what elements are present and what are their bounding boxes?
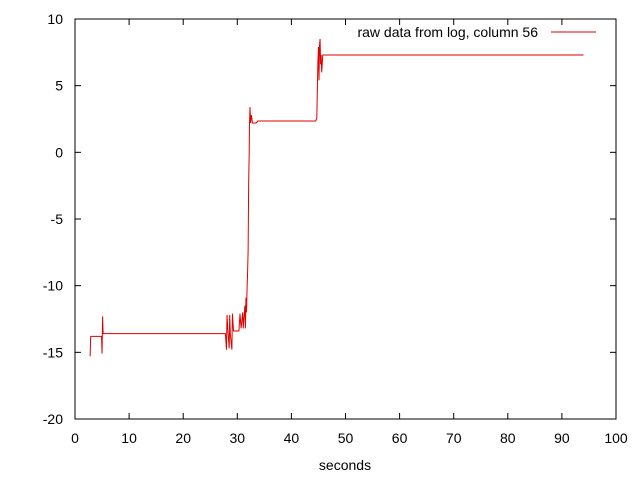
legend-label: raw data from log, column 56 <box>357 24 538 40</box>
x-tick-label: 50 <box>338 430 354 446</box>
plot-frame <box>74 18 617 420</box>
axis-tick-labels: 0 10 20 30 40 50 60 70 80 90 100 -20 -15 -10 -5 0 5 10 <box>43 11 628 446</box>
x-tick-label: 40 <box>284 430 300 446</box>
x-tick-label: 80 <box>500 430 516 446</box>
x-tick-label: 100 <box>604 430 628 446</box>
series-line <box>89 38 584 357</box>
x-tick-label: 30 <box>230 430 246 446</box>
y-tick-label: -15 <box>43 344 63 360</box>
x-tick-label: 90 <box>554 430 570 446</box>
y-tick-label: -5 <box>51 211 64 227</box>
y-tick-label: 0 <box>55 144 63 160</box>
x-axis-label: seconds <box>319 457 371 473</box>
x-tick-label: 70 <box>446 430 462 446</box>
y-tick-label: -20 <box>43 411 63 427</box>
y-tick-label: -10 <box>43 278 63 294</box>
legend: raw data from log, column 56 <box>357 24 596 40</box>
y-tick-label: 5 <box>55 78 63 94</box>
axis-ticks <box>74 18 617 420</box>
x-tick-label: 60 <box>392 430 408 446</box>
x-tick-label: 0 <box>71 430 79 446</box>
y-tick-label: 10 <box>47 11 63 27</box>
x-tick-label: 10 <box>121 430 137 446</box>
x-tick-label: 20 <box>175 430 191 446</box>
